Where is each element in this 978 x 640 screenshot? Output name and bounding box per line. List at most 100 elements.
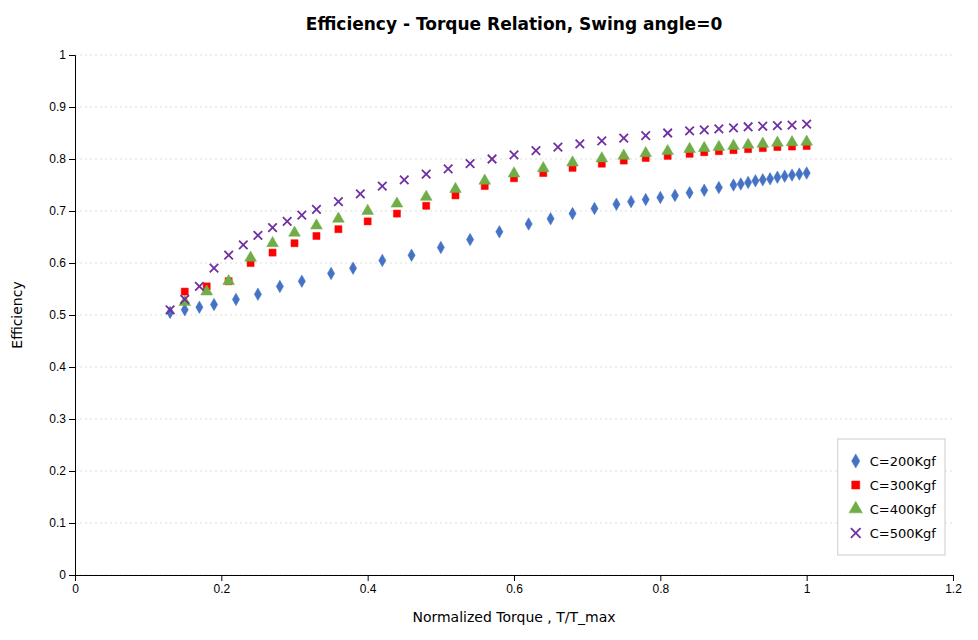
tick-label: 0.3 [49, 412, 66, 426]
axis-line [76, 576, 954, 582]
point [686, 187, 693, 199]
tick: 0 [59, 568, 75, 582]
x-axis: 0 0.2 0.4 0.6 0.8 1 1.2 [72, 575, 962, 596]
point [196, 301, 203, 313]
point [378, 182, 387, 191]
tick-mark [69, 471, 75, 472]
point [537, 162, 549, 172]
tick: 0.1 [49, 516, 75, 530]
point [466, 159, 475, 168]
point [641, 131, 650, 140]
point [591, 202, 598, 214]
point [496, 226, 503, 238]
tick-mark [807, 575, 808, 581]
legend-label: C=300Kgf [870, 478, 937, 493]
point [766, 173, 773, 185]
tick-mark [69, 367, 75, 368]
tick-label: 0.7 [49, 204, 66, 218]
tick-label: 0.4 [360, 582, 377, 596]
point [713, 140, 725, 150]
tick: 1 [59, 48, 75, 62]
legend-item: C=200Kgf [852, 454, 937, 469]
point [742, 138, 754, 148]
point [773, 121, 782, 130]
point [802, 120, 811, 129]
point [210, 264, 219, 273]
point [298, 211, 307, 220]
point [356, 190, 365, 199]
tick-mark [69, 575, 75, 576]
point [554, 143, 563, 152]
tick-label: 0.8 [652, 582, 669, 596]
tick-label: 1.2 [945, 582, 962, 596]
tick-mark [69, 263, 75, 264]
grid-line [75, 211, 953, 212]
y-axis-title: Efficiency [9, 281, 25, 348]
point [488, 155, 497, 164]
series [166, 120, 811, 314]
point [801, 135, 813, 145]
grid-line [75, 107, 953, 108]
tick: 0.4 [360, 575, 377, 596]
tick: 0.2 [213, 575, 230, 596]
tick-label: 1 [59, 48, 66, 62]
point [576, 140, 585, 149]
tick-mark [953, 575, 954, 581]
point [569, 207, 576, 219]
point [311, 219, 323, 229]
tick-mark [514, 575, 515, 581]
point [619, 134, 628, 143]
point [254, 231, 263, 240]
point [408, 249, 415, 261]
legend-item: C=400Kgf [849, 501, 936, 516]
point [291, 240, 298, 247]
point [349, 262, 356, 274]
point [444, 165, 453, 174]
point [210, 298, 217, 310]
point [715, 181, 722, 193]
point [422, 170, 431, 179]
tick-mark [69, 211, 75, 212]
legend-marker [852, 454, 860, 468]
point [701, 184, 708, 196]
legend-item: C=500Kgf [851, 526, 936, 541]
point [781, 170, 788, 182]
legend: C=200Kgf C=300Kgf C=400Kgf C=500Kgf [838, 439, 945, 555]
point [167, 306, 174, 318]
tick: 0.9 [49, 100, 75, 114]
point [728, 139, 740, 149]
point [596, 152, 608, 162]
point [393, 210, 400, 217]
series [181, 142, 810, 295]
point [333, 212, 345, 222]
point [510, 151, 519, 160]
point [671, 189, 678, 201]
point [508, 167, 520, 177]
point [335, 226, 342, 233]
point [796, 168, 803, 180]
grid-line [75, 367, 953, 368]
point [759, 122, 768, 131]
point [642, 193, 649, 205]
point [420, 190, 432, 200]
grid [75, 55, 953, 575]
tick: 0.8 [49, 152, 75, 166]
grid-line [75, 471, 953, 472]
tick-label: 0.4 [49, 360, 66, 374]
tick-label: 0.9 [49, 100, 66, 114]
tick: 0.4 [49, 360, 75, 374]
point [180, 295, 189, 304]
point [466, 233, 473, 245]
tick: 0.7 [49, 204, 75, 218]
point [532, 146, 541, 155]
point [391, 197, 403, 207]
tick: 1 [804, 575, 811, 596]
tick: 0.6 [506, 575, 523, 596]
point [334, 197, 343, 206]
tick: 0 [72, 575, 79, 596]
grid-line [75, 315, 953, 316]
point [223, 274, 235, 284]
point [627, 195, 634, 207]
point [737, 178, 744, 190]
point [640, 146, 652, 156]
